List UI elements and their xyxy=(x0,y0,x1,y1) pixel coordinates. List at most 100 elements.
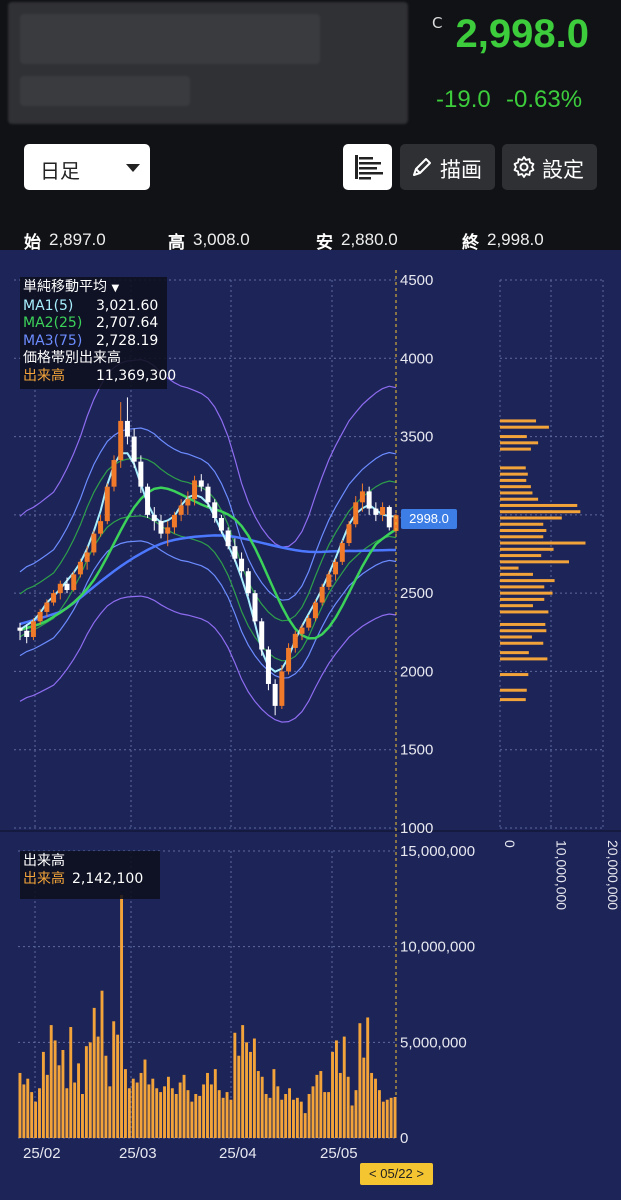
pencil-icon xyxy=(413,158,431,176)
volume-bar xyxy=(346,1076,350,1138)
close-value: 2,998.0 xyxy=(487,230,544,249)
candle-body xyxy=(333,561,339,575)
volume-profile-label: 出来高 xyxy=(23,367,65,384)
volume-bar xyxy=(151,1078,155,1138)
chart-canvas[interactable]: 4500400035003000250020001500100015,000,0… xyxy=(0,250,621,1200)
panel-divider xyxy=(0,830,621,832)
volume-bar xyxy=(127,1088,131,1138)
volume-bar xyxy=(225,1092,229,1138)
selected-date-tag[interactable]: < 05/22 > xyxy=(360,1163,433,1185)
profile-bar xyxy=(500,441,539,445)
volume-bar xyxy=(299,1101,303,1138)
close-label: 終 xyxy=(462,233,479,253)
volume-bar xyxy=(155,1088,159,1138)
price-axis-tick: 4000 xyxy=(400,350,433,367)
volume-bar xyxy=(77,1063,81,1138)
low-value: 2,880.0 xyxy=(341,230,398,249)
candle-body xyxy=(259,621,265,650)
high-label: 高 xyxy=(168,233,185,253)
volume-bar xyxy=(315,1074,319,1138)
ma2-value: 2,707.64 xyxy=(96,315,159,331)
profile-bar xyxy=(500,447,531,451)
profile-bar xyxy=(500,510,581,514)
candle-body xyxy=(205,486,211,503)
volume-bar xyxy=(221,1097,225,1138)
profile-bar xyxy=(500,478,527,482)
candle-body xyxy=(225,530,231,547)
volume-profile-value: 11,369,300 xyxy=(96,367,177,384)
volume-bar xyxy=(163,1086,166,1138)
candle-body xyxy=(306,618,312,628)
volume-bar xyxy=(249,1051,252,1138)
candle-body xyxy=(145,486,151,515)
candle-body xyxy=(312,602,318,619)
price-axis-tick: 4500 xyxy=(400,272,433,289)
price-axis-tick: 1500 xyxy=(400,742,433,759)
profile-bar xyxy=(500,419,537,423)
profile-bar xyxy=(500,491,533,495)
volume-bar xyxy=(198,1095,202,1138)
candle-body xyxy=(24,630,30,637)
volume-bar xyxy=(241,1025,245,1138)
profile-bar xyxy=(500,516,562,520)
volume-bar xyxy=(237,1055,241,1138)
volume-bar xyxy=(81,1093,84,1138)
profile-axis-tick: 10,000,000 xyxy=(554,840,570,910)
volume-bar xyxy=(272,1069,276,1138)
candle-body xyxy=(239,558,245,572)
price-axis-tick: 3500 xyxy=(400,429,433,446)
volume-bar xyxy=(88,1042,92,1138)
ma3-line xyxy=(19,534,396,626)
volume-bar xyxy=(229,1099,233,1138)
candle-body xyxy=(380,507,386,515)
volume-bar xyxy=(319,1071,323,1138)
price-axis-tick: 1000 xyxy=(400,820,433,837)
profile-bar xyxy=(500,629,547,633)
candle-body xyxy=(212,502,218,518)
profile-bar xyxy=(500,503,578,507)
volume-bar xyxy=(112,1021,116,1138)
candle-body xyxy=(57,583,63,594)
candle-body xyxy=(151,514,157,522)
volume-bar xyxy=(147,1084,151,1138)
legend-title[interactable]: 単純移動平均 ▼ xyxy=(23,279,164,298)
volume-bar xyxy=(178,1082,182,1138)
candle-body xyxy=(373,508,379,515)
candle-body xyxy=(326,574,332,587)
legend-title-text: 単純移動平均 xyxy=(23,279,107,295)
candle-body xyxy=(286,647,292,672)
date-axis-tick: 25/03 xyxy=(119,1145,157,1162)
price-axis-tick: 2000 xyxy=(400,663,433,680)
settings-button-label: 設定 xyxy=(542,158,584,182)
gear-icon xyxy=(513,156,535,178)
volume-bar xyxy=(53,1040,57,1138)
volume-legend-title: 出来高 xyxy=(23,853,65,869)
candle-body xyxy=(64,583,70,591)
volume-bar xyxy=(393,1097,397,1138)
volume-bar xyxy=(213,1069,217,1138)
redacted-stock-name xyxy=(8,2,408,124)
ohlc-summary: 始 2,897.0 高 3,008.0 安 2,880.0 終 2,998.0 xyxy=(0,208,621,253)
settings-button[interactable]: 設定 xyxy=(502,144,597,190)
list-view-button[interactable] xyxy=(343,144,392,190)
volume-bar xyxy=(123,1069,127,1138)
profile-bar xyxy=(500,566,519,570)
volume-bar xyxy=(311,1086,315,1138)
candle-body xyxy=(319,586,325,603)
volume-bar xyxy=(331,1051,334,1138)
volume-bar xyxy=(334,1040,338,1138)
period-select[interactable]: 日足 xyxy=(24,144,150,190)
candle-body xyxy=(111,460,117,487)
profile-bar xyxy=(500,522,544,526)
close-marker: C xyxy=(432,14,443,32)
profile-bar xyxy=(500,497,539,501)
volume-bar xyxy=(38,1088,41,1138)
ma3-label: MA3(75) xyxy=(23,332,83,349)
volume-bar xyxy=(41,1051,45,1138)
stock-chart[interactable]: 4500400035003000250020001500100015,000,0… xyxy=(0,250,621,1200)
draw-button[interactable]: 描画 xyxy=(400,144,495,190)
volume-axis-tick: 0 xyxy=(400,1130,408,1147)
volume-bar xyxy=(389,1097,393,1138)
candle-body xyxy=(91,533,97,553)
candle-body xyxy=(292,633,298,648)
